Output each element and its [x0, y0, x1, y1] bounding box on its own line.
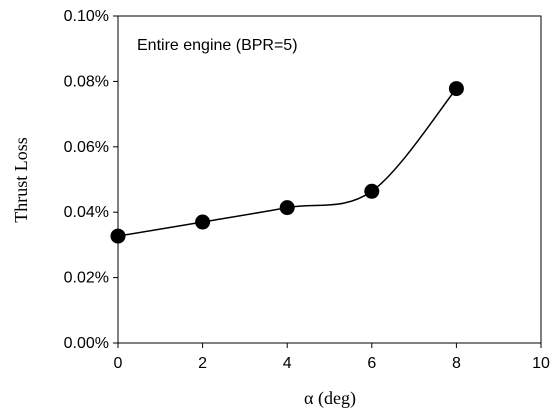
x-tick-label: 4 [283, 355, 292, 372]
x-axis-ticks: 0 2 4 6 8 10 [114, 343, 550, 372]
data-point-3 [364, 183, 380, 199]
data-point-1 [195, 214, 211, 230]
y-tick-label: 0.00% [64, 335, 109, 352]
x-tick-label: 10 [532, 355, 550, 372]
y-tick-label: 0.02% [64, 270, 109, 287]
y-tick-label: 0.10% [64, 8, 109, 25]
data-point-4 [448, 81, 464, 97]
y-axis-ticks: 0.00% 0.02% 0.04% 0.06% 0.08% 0.10% [64, 8, 118, 352]
x-tick-label: 6 [367, 355, 376, 372]
y-tick-label: 0.06% [64, 139, 109, 156]
x-axis-title: α (deg) [304, 388, 356, 409]
y-tick-label: 0.08% [64, 73, 109, 90]
chart-annotation: Entire engine (BPR=5) [137, 37, 298, 54]
y-tick-label: 0.04% [64, 204, 109, 221]
y-axis-title: Thrust Loss [11, 137, 31, 223]
data-points [110, 81, 464, 244]
data-point-0 [110, 228, 126, 244]
data-point-2 [279, 200, 295, 216]
x-tick-label: 8 [452, 355, 461, 372]
x-tick-label: 2 [198, 355, 207, 372]
x-tick-label: 0 [114, 355, 123, 372]
plot-area [117, 15, 542, 344]
